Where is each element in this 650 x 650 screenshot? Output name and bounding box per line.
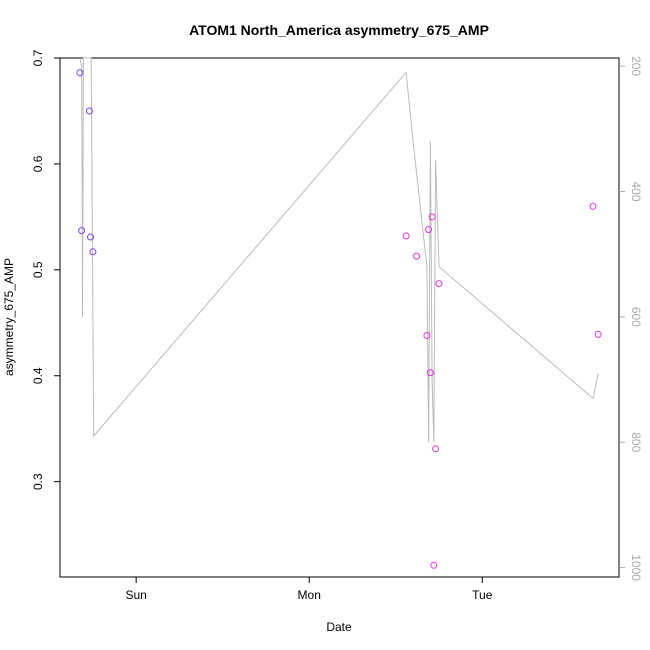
y-tick-label: 0.3 <box>31 473 45 490</box>
x-tick-label: Sun <box>125 588 146 602</box>
data-point <box>435 280 443 288</box>
series-line <box>79 57 599 443</box>
data-point <box>87 233 94 241</box>
data-point <box>432 445 440 453</box>
data-point <box>76 69 84 77</box>
y-axis: 0.3 0.4 0.5 0.6 0.7 <box>31 49 60 490</box>
y-axis-label: asymmetry_675_AMP <box>2 258 16 376</box>
x-tick-label: Mon <box>298 588 321 602</box>
data-point <box>426 369 434 377</box>
y2-tick-label: 800 <box>629 432 643 452</box>
data-point <box>78 227 86 235</box>
data-point <box>413 252 420 260</box>
y-tick-label: 0.4 <box>31 367 45 384</box>
x-axis-label: Date <box>326 620 352 634</box>
y2-tick-label: 600 <box>629 307 643 327</box>
data-point <box>85 107 93 115</box>
data-point <box>423 332 431 339</box>
series-points <box>76 69 602 569</box>
y-tick-label: 0.5 <box>31 261 45 278</box>
y2-tick-label: 400 <box>629 181 643 201</box>
y-tick-label: 0.6 <box>31 155 45 172</box>
x-tick-label: Tue <box>472 588 493 602</box>
plot-frame <box>59 57 620 578</box>
y2-tick-label: 200 <box>629 56 643 76</box>
data-point <box>402 232 410 240</box>
y-tick-label: 0.7 <box>31 49 45 66</box>
y2-axis: 200 400 600 800 1000 <box>619 56 643 581</box>
chart-title: ATOM1 North_America asymmetry_675_AMP <box>189 22 489 38</box>
series-lines <box>79 57 599 443</box>
data-point <box>594 330 602 338</box>
data-point <box>425 226 433 234</box>
y2-tick-label: 1000 <box>629 554 643 581</box>
x-axis: Sun Mon Tue <box>125 577 493 602</box>
data-point <box>89 248 97 256</box>
data-point <box>430 561 438 569</box>
data-point <box>428 213 436 221</box>
data-point <box>589 202 597 210</box>
